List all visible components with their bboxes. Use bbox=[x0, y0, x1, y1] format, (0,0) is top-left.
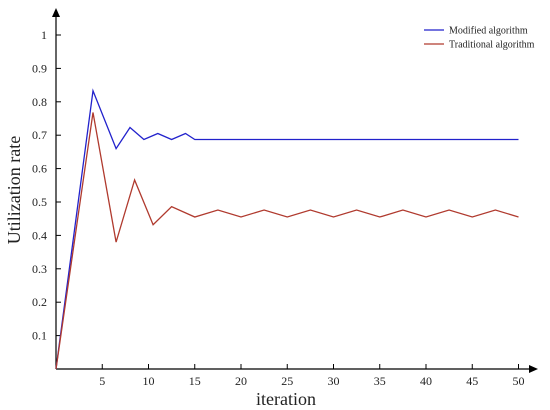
x-axis-arrow-icon bbox=[529, 365, 538, 373]
series-line-traditional bbox=[55, 112, 519, 370]
x-tick-label: 10 bbox=[143, 374, 155, 388]
x-tick-label: 35 bbox=[374, 374, 386, 388]
y-tick-label: 0.7 bbox=[32, 128, 47, 142]
plot-area: 5 10 15 20 25 30 35 40 45 50 0.1 0.2 0.3 0.4 0.5 0.6 0.7… bbox=[4, 8, 538, 409]
y-tick-label: 0.9 bbox=[32, 61, 47, 75]
y-tick-label: 0.1 bbox=[32, 329, 47, 343]
series-line-modified bbox=[55, 88, 519, 370]
x-tick-label: 50 bbox=[513, 374, 525, 388]
y-tick-label: 0.4 bbox=[32, 228, 47, 242]
x-tick-label: 15 bbox=[189, 374, 201, 388]
y-axis-title: Utilization rate bbox=[4, 136, 24, 244]
legend-label: Traditional algorithm bbox=[449, 40, 535, 51]
x-tick-label: 5 bbox=[99, 374, 105, 388]
x-tick-label: 30 bbox=[328, 374, 340, 388]
x-tick-label: 25 bbox=[281, 374, 293, 388]
x-tick-label: 40 bbox=[420, 374, 432, 388]
y-tick-label: 0.6 bbox=[32, 162, 47, 176]
x-axis-title: iteration bbox=[256, 389, 316, 409]
y-tick-label: 0.2 bbox=[32, 295, 47, 309]
legend-label: Modified algorithm bbox=[449, 26, 528, 37]
x-tick-label: 45 bbox=[466, 374, 478, 388]
y-axis-arrow-icon bbox=[52, 8, 60, 17]
y-tick-label: 1 bbox=[41, 28, 47, 42]
y-tick-label: 0.8 bbox=[32, 95, 47, 109]
y-tick-label: 0.3 bbox=[32, 262, 47, 276]
x-tick-label: 20 bbox=[235, 374, 247, 388]
y-tick-label: 0.5 bbox=[32, 195, 47, 209]
